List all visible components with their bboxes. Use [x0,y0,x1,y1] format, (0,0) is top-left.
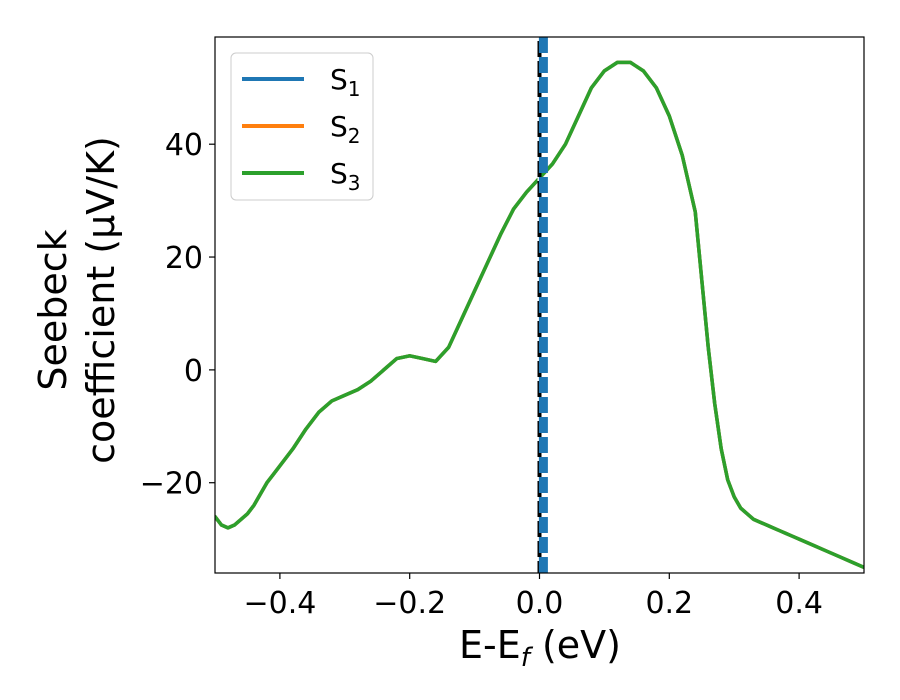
y-tick-label: 40 [165,128,203,163]
y-axis-label: Seebeck [31,229,75,390]
x-tick-label: 0.4 [775,586,823,621]
y-tick-label: −20 [140,467,203,502]
y-axis-label-line2: coefficient (μV/K) [79,136,123,464]
series-layer [215,60,864,570]
y-axis: −20 0 20 40 [140,128,215,502]
y-tick-label: 20 [165,241,203,276]
x-tick-label: 0.0 [516,586,564,621]
vline-layer [537,37,548,573]
x-tick-label: −0.2 [373,586,446,621]
legend-label-S1: S1 [330,63,361,101]
x-tick-label: −0.4 [243,586,316,621]
legend-label-S3: S3 [330,157,361,195]
legend: S1 S2 S3 [230,52,374,201]
legend-label-S2: S2 [330,110,361,148]
y-tick-label: 0 [184,354,203,389]
x-axis: −0.4 −0.2 0.0 0.2 0.4 [243,573,823,621]
legend-entries: S1 S2 S3 [242,63,361,195]
x-tick-label: 0.2 [645,586,693,621]
series-line-S3 [215,60,864,570]
x-axis-label: E-Ef (eV) [459,623,621,673]
